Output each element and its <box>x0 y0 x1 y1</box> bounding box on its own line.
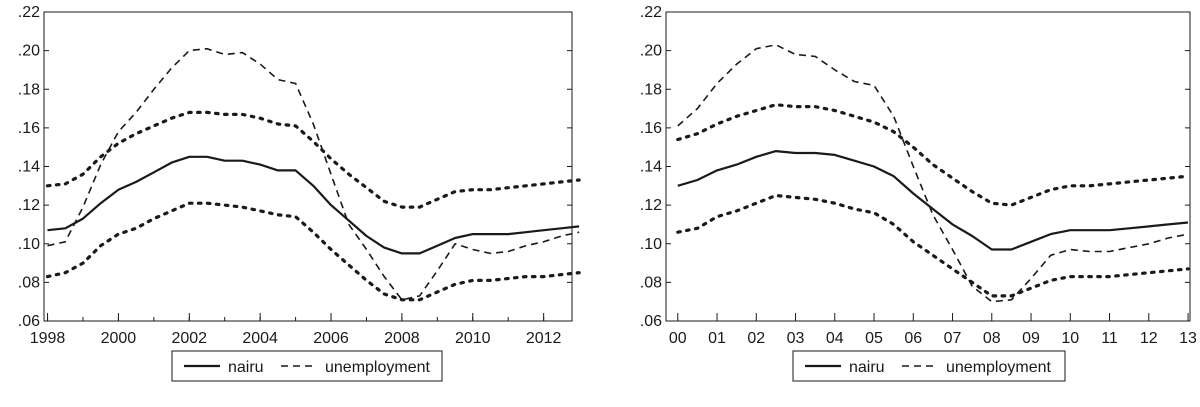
legend: nairu unemployment <box>171 350 443 382</box>
x-tick-label: 2006 <box>313 330 349 347</box>
y-tick-label: .22 <box>640 4 662 21</box>
chart-panel-right: .06 .08 .10 .12 .14 .16 .18 .20 .22 00 01 02 03 04 05 0… <box>640 4 1197 347</box>
y-tick-label: .16 <box>18 120 40 137</box>
y-tick-label: .20 <box>640 43 662 60</box>
unemployment-series-line <box>47 47 580 301</box>
x-tick-label: 09 <box>1022 330 1040 347</box>
y-tick-label: .22 <box>18 4 40 21</box>
legend-label-nairu: nairu <box>849 359 885 376</box>
plot-frame <box>665 11 1191 322</box>
x-tick-label: 08 <box>983 330 1001 347</box>
x-tick-label: 2002 <box>171 330 207 347</box>
y-tick-label: .06 <box>18 313 40 330</box>
nairu-series-line <box>47 155 580 255</box>
y-tick-label: .06 <box>640 313 662 330</box>
x-tick-label: 07 <box>944 330 962 347</box>
nairu-series-line <box>677 150 1189 251</box>
x-tick-label: 2012 <box>526 330 562 347</box>
x-tick-label: 2000 <box>101 330 137 347</box>
x-tick-label: 11 <box>1101 330 1118 347</box>
x-tick-label: 00 <box>669 330 687 347</box>
x-tick-label: 06 <box>904 330 922 347</box>
x-tick-label: 13 <box>1179 330 1197 347</box>
band-2-series-line <box>676 103 1190 207</box>
plot-frame <box>43 11 573 322</box>
y-tick-label: .18 <box>18 81 40 98</box>
y-tick-label: .10 <box>640 236 662 253</box>
legend-box <box>171 350 443 382</box>
legend-label-nairu: nairu <box>228 359 264 376</box>
x-tick-label: 10 <box>1061 330 1079 347</box>
y-tick-label: .12 <box>640 197 662 214</box>
band-3-series-line <box>45 201 581 302</box>
x-tick-label: 05 <box>865 330 883 347</box>
x-tick-label: 01 <box>708 330 726 347</box>
y-tick-label: .14 <box>640 159 662 176</box>
legend-label-unemployment: unemployment <box>946 359 1052 376</box>
x-tick-label: 1998 <box>30 330 66 347</box>
y-tick-label: .08 <box>18 274 40 291</box>
y-tick-label: .08 <box>640 274 662 291</box>
band-3-series-line <box>676 193 1190 298</box>
x-tick-label: 03 <box>787 330 805 347</box>
x-tick-label: 2008 <box>384 330 420 347</box>
y-tick-label: .12 <box>18 197 40 214</box>
band-2-series-line <box>45 110 581 209</box>
y-tick-label: .18 <box>640 81 662 98</box>
y-tick-label: .16 <box>640 120 662 137</box>
legend-label-unemployment: unemployment <box>325 359 431 376</box>
y-tick-label: .20 <box>18 43 40 60</box>
y-tick-label: .10 <box>18 236 40 253</box>
x-tick-label: 2004 <box>242 330 278 347</box>
x-tick-label: 04 <box>826 330 844 347</box>
chart-panel-left: .06 .08 .10 .12 .14 .16 .18 .20 .22 1998 2000 2002 2… <box>18 4 581 347</box>
x-tick-label: 12 <box>1140 330 1158 347</box>
unemployment-series-line <box>677 44 1189 303</box>
y-tick-label: .14 <box>18 159 40 176</box>
legend: nairu unemployment <box>792 350 1066 382</box>
x-tick-label: 02 <box>747 330 765 347</box>
x-tick-label: 2010 <box>455 330 491 347</box>
